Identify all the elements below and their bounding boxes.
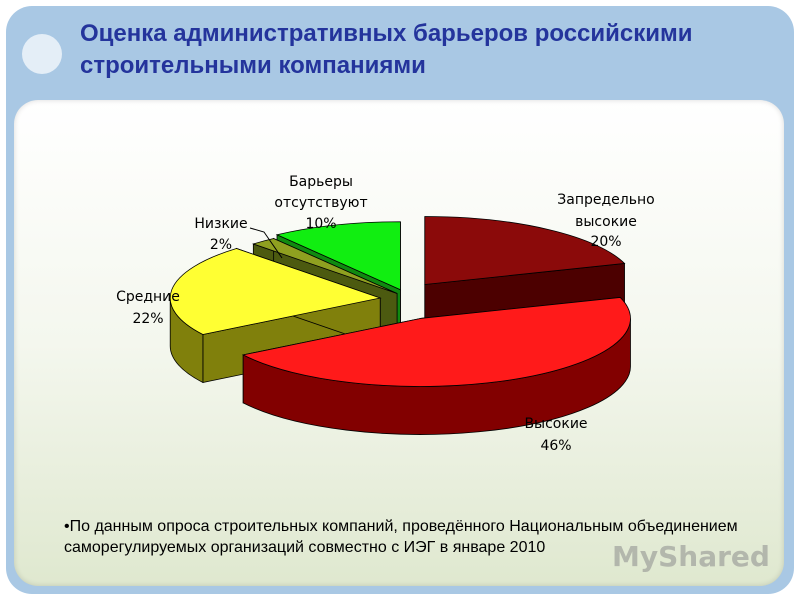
slice-top (252, 238, 398, 294)
slice-top (275, 221, 401, 291)
footnote: •По данным опроса строительных компаний,… (64, 518, 738, 556)
slice-label-3: Средние 22% (116, 289, 180, 327)
pie-slice-2 (241, 297, 631, 435)
watermark-logo: MyShared (612, 540, 770, 573)
pie-chart: Запредельно высокие 20% Высокие 46% Средние 22… (116, 174, 655, 454)
leader-line (249, 227, 283, 259)
slice-top (424, 216, 626, 285)
slice-top (169, 248, 382, 335)
title-bullet-circle (22, 34, 62, 74)
chart-panel: Запредельно высокие 20% Высокие 46% Средние 22… (14, 100, 784, 586)
slice-label-4: Низкие 2% (194, 216, 247, 253)
slice-top (241, 297, 631, 387)
watermark-text: MyShared (612, 540, 770, 573)
slice-label-1: Запредельно высокие 20% (557, 192, 654, 250)
slice-label-5: Барьеры отсутствуют 10% (274, 174, 367, 232)
data-labels: Запредельно высокие 20% Высокие 46% Средние 22… (116, 174, 655, 454)
slice-label-2: Высокие 46% (524, 416, 587, 454)
slide-title: Оценка административных барьеров российс… (80, 20, 693, 79)
